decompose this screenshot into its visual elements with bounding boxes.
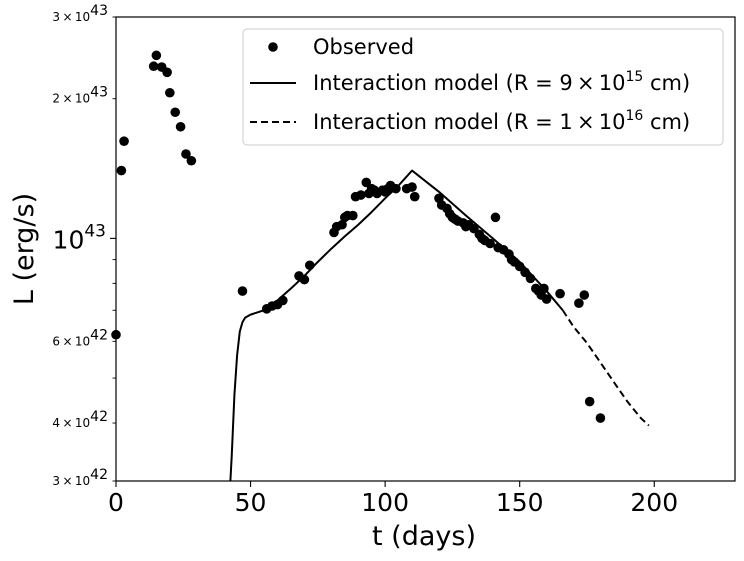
y-major-tick-label: 1043 [53, 221, 106, 254]
observed-point [337, 219, 347, 230]
observed-point [595, 413, 606, 423]
observed-point [584, 396, 595, 407]
legend-box [242, 28, 724, 146]
observed-point [175, 121, 186, 132]
observed-point [151, 50, 162, 61]
observed-point [391, 183, 401, 194]
observed-point [348, 210, 358, 221]
observed-point [116, 165, 127, 176]
x-axis-label: t (days) [372, 521, 476, 552]
observed-point [356, 190, 366, 200]
observed-point [162, 67, 172, 78]
y-tick-label: 3 × 1043 [52, 3, 108, 24]
model-line-solid [229, 169, 564, 481]
observed-point [579, 290, 590, 300]
x-tick-label: 150 [496, 488, 544, 517]
plot-frame [115, 16, 736, 482]
y-tick-label: 4 × 1042 [52, 409, 108, 430]
model-line-dashed [561, 309, 650, 427]
model-lines [229, 169, 650, 481]
observed-point [119, 136, 129, 146]
x-axis-ticks: 0 50 100 150 200 [108, 481, 678, 517]
observed-point [148, 61, 159, 72]
observed-point [361, 177, 372, 188]
x-tick-label: 50 [235, 488, 267, 517]
observed-point [278, 295, 288, 306]
x-tick-label: 100 [361, 488, 409, 517]
x-tick-label: 0 [108, 488, 124, 517]
observed-points [111, 50, 606, 423]
legend-label: Interaction model (R = 1 × 1016 cm) [313, 108, 690, 134]
observed-point [181, 149, 191, 159]
observed-point [299, 274, 310, 285]
y-axis-ticks: 3 × 1042 4 × 1042 6 × 1042 2 × 1043 3 × 1043… [52, 3, 116, 488]
observed-point [574, 298, 584, 308]
observed-point [555, 288, 565, 299]
y-tick-label: 3 × 1042 [52, 467, 108, 488]
observed-point [541, 294, 552, 304]
observed-point [170, 107, 181, 118]
x-tick-label: 200 [630, 488, 678, 517]
observed-point [237, 286, 248, 296]
legend-label: Interaction model (R = 9 × 1015 cm) [313, 69, 690, 95]
observed-point [485, 238, 495, 249]
legend-marker-observed [268, 42, 278, 52]
observed-point [165, 87, 175, 98]
y-axis-label: L (erg/s) [9, 193, 40, 305]
observed-point [304, 260, 315, 271]
legend-label: Observed [313, 35, 414, 59]
observed-point [407, 182, 417, 192]
observed-point [539, 283, 549, 294]
observed-point [525, 273, 536, 284]
observed-point [490, 212, 501, 223]
y-tick-label: 6 × 1042 [52, 327, 108, 348]
observed-point [186, 155, 197, 166]
legend: Observed Interaction model (R = 9 × 1015 … [242, 28, 724, 146]
observed-point [409, 191, 420, 202]
y-tick-label: 2 × 1043 [52, 85, 108, 106]
